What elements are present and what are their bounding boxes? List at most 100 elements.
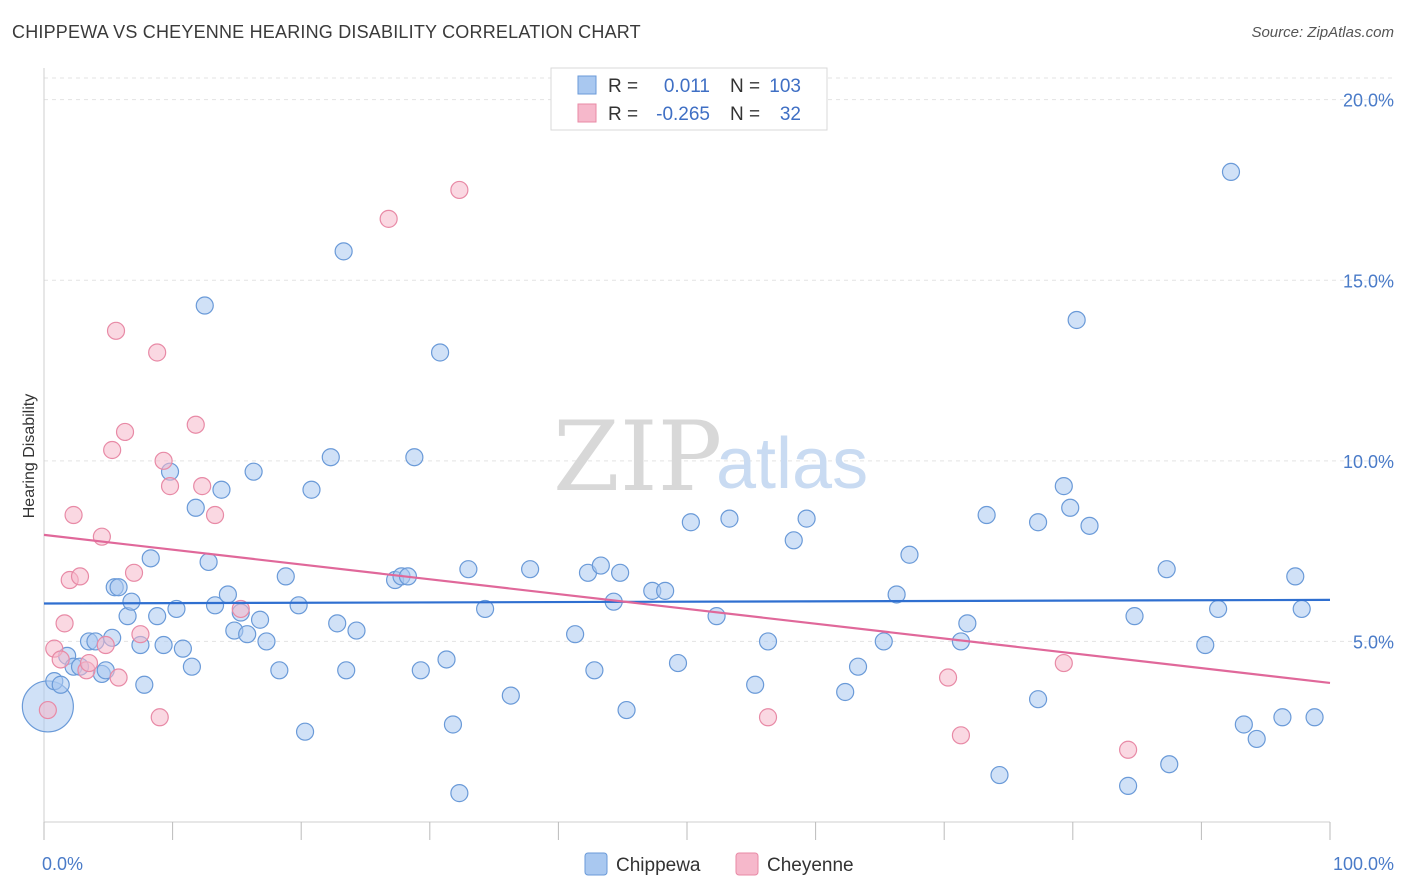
bottom-legend-swatch-cheyenne <box>735 852 759 876</box>
chippewa-point-25 <box>195 296 214 315</box>
chippewa-point-56 <box>475 599 495 619</box>
chippewa-point-92 <box>1125 607 1144 626</box>
chippewa-point-17 <box>141 549 160 568</box>
chippewa-point-73 <box>758 632 778 651</box>
cheyenne-point-19 <box>154 451 173 470</box>
chippewa-point-43 <box>334 242 353 261</box>
chippewa-point-32 <box>238 625 257 644</box>
chippewa-point-77 <box>848 657 868 676</box>
chippewa-point-42 <box>328 614 347 633</box>
bottom-legend: Chippewa Cheyenne <box>584 852 854 876</box>
chippewa-point-82 <box>958 614 977 633</box>
cheyenne-point-3 <box>55 614 74 633</box>
chippewa-point-40 <box>302 480 321 499</box>
cheyenne-point-31 <box>1118 740 1138 759</box>
chippewa-point-54 <box>450 784 469 803</box>
y-axis-title: Hearing Disability <box>21 394 38 519</box>
legend-n-value-chippewa: 103 <box>769 76 801 97</box>
cheyenne-point-6 <box>70 567 90 586</box>
chippewa-point-41 <box>321 448 340 467</box>
chippewa-point-37 <box>276 567 295 586</box>
cheyenne-point-29 <box>951 726 971 745</box>
chippewa-point-103 <box>1305 708 1324 727</box>
chippewa-point-24 <box>186 498 205 517</box>
y-tick-label-1: 10.0% <box>1343 452 1394 472</box>
chippewa-point-76 <box>836 682 855 702</box>
cheyenne-point-0 <box>38 700 57 720</box>
cheyenne-point-12 <box>103 440 122 460</box>
bottom-legend-swatch-chippewa <box>584 852 608 876</box>
legend-r-value-cheyenne: -0.265 <box>656 104 710 125</box>
data-points <box>21 162 1324 803</box>
legend-n-label-chippewa: N = <box>730 76 760 97</box>
cheyenne-point-24 <box>231 599 250 619</box>
chippewa-point-52 <box>437 650 456 669</box>
chippewa-point-36 <box>270 661 289 680</box>
chippewa-point-49 <box>405 448 424 467</box>
cheyenne-point-23 <box>205 505 225 525</box>
chippewa-point-88 <box>1061 498 1080 517</box>
chippewa-point-29 <box>218 585 237 604</box>
chippewa-point-51 <box>430 343 450 362</box>
chippewa-point-59 <box>566 625 585 644</box>
chippewa-point-80 <box>900 545 919 564</box>
cheyenne-point-2 <box>51 650 70 669</box>
cheyenne-point-17 <box>148 343 167 362</box>
chippewa-point-71 <box>720 509 739 528</box>
chippewa-point-62 <box>591 556 610 575</box>
chippewa-point-21 <box>167 599 186 619</box>
legend-r-label-cheyenne: R = <box>608 104 638 125</box>
chippewa-point-78 <box>874 632 893 651</box>
bottom-legend-label-chippewa: Chippewa <box>616 855 701 876</box>
chippewa-point-99 <box>1247 729 1266 749</box>
y-tick-label-3: 20.0% <box>1343 91 1394 111</box>
chippewa-point-22 <box>173 639 192 658</box>
chippewa-point-50 <box>411 661 430 680</box>
chippewa-point-61 <box>585 661 604 680</box>
chippewa-point-93 <box>1157 560 1176 579</box>
chippewa-point-90 <box>1080 516 1099 535</box>
chippewa-point-27 <box>205 596 225 615</box>
chippewa-point-16 <box>135 675 154 694</box>
chippewa-point-68 <box>668 653 688 673</box>
cheyenne-point-14 <box>115 422 135 442</box>
grid-lines <box>44 77 1394 642</box>
watermark-atlas: atlas <box>716 424 868 504</box>
cheyenne-point-11 <box>109 668 128 687</box>
cheyenne-point-5 <box>64 505 83 525</box>
watermark-zip: ZIP <box>553 401 722 513</box>
legend-n-value-cheyenne: 32 <box>780 104 801 125</box>
x-tick-label-0: 0.0% <box>42 854 83 874</box>
chippewa-trend-line <box>43 598 1331 605</box>
chippewa-point-67 <box>656 581 675 600</box>
chippewa-point-58 <box>521 560 540 579</box>
y-tick-label-0: 5.0% <box>1353 632 1394 652</box>
chippewa-point-85 <box>1028 690 1048 709</box>
cheyenne-point-8 <box>79 653 99 673</box>
chippewa-point-91 <box>1118 776 1138 795</box>
legend-r-value-chippewa: 0.011 <box>664 76 710 97</box>
chippewa-point-64 <box>611 563 630 582</box>
chippewa-point-38 <box>289 596 308 615</box>
chippewa-point-101 <box>1286 567 1305 586</box>
chippewa-point-74 <box>784 531 803 550</box>
chippewa-point-35 <box>257 632 276 651</box>
cheyenne-point-21 <box>186 415 205 434</box>
chippewa-point-18 <box>148 607 167 626</box>
chippewa-point-100 <box>1273 708 1292 727</box>
legend: R = 0.011 N = 103 R = -0.265 N = 32 <box>550 67 828 131</box>
chippewa-point-12 <box>109 578 128 597</box>
chippewa-point-2 <box>51 675 70 694</box>
legend-box <box>550 67 828 131</box>
cheyenne-point-26 <box>450 180 469 200</box>
x-tick-label-1: 100.0% <box>1333 854 1394 874</box>
chippewa-point-98 <box>1234 715 1253 734</box>
chart-title: CHIPPEWA VS CHEYENNE HEARING DISABILITY … <box>12 22 641 42</box>
chippewa-point-23 <box>182 657 201 676</box>
cheyenne-point-10 <box>96 635 115 655</box>
source-label: Source: ZipAtlas.com <box>1251 24 1394 41</box>
cheyenne-point-27 <box>758 708 778 727</box>
chippewa-point-34 <box>250 610 270 629</box>
chippewa-point-57 <box>501 686 520 705</box>
